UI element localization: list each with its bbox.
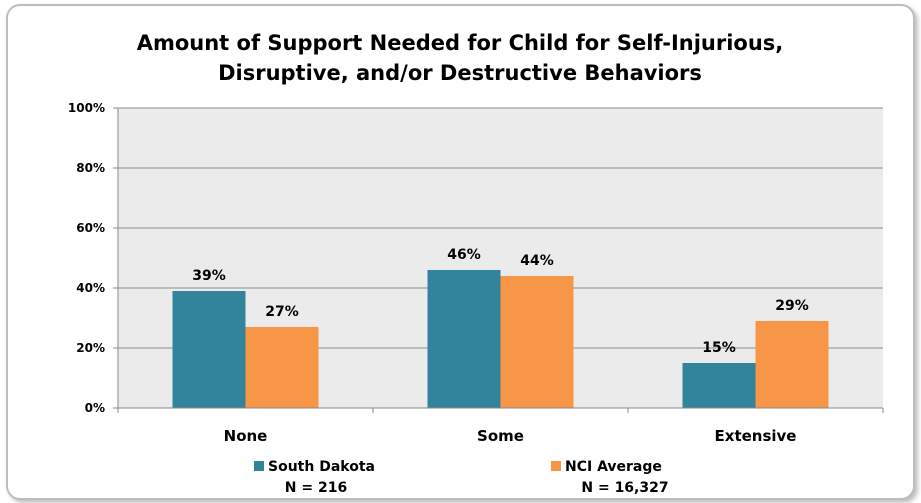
bar-extensive-south-dakota xyxy=(682,363,756,408)
y-tick-label-4: 80% xyxy=(76,161,105,175)
bars xyxy=(172,270,829,408)
bar-some-nci-average xyxy=(500,276,574,408)
y-tick-label-2: 40% xyxy=(76,281,105,295)
y-tick-label-0: 0% xyxy=(85,401,105,415)
data-labels: 39% 27% 46% 44% 15% 29% xyxy=(192,247,809,356)
data-label-none-south-dakota: 39% xyxy=(192,268,226,284)
legend-swatch-south-dakota xyxy=(254,461,264,471)
chart-title-line-2: Disruptive, and/or Destructive Behaviors xyxy=(218,61,702,85)
x-category-extensive: Extensive xyxy=(715,427,797,445)
legend-n-nci-average: N = 16,327 xyxy=(581,480,668,496)
chart-frame: Amount of Support Needed for Child for S… xyxy=(6,4,915,500)
x-category-none: None xyxy=(224,427,268,445)
x-category-some: Some xyxy=(477,427,524,445)
legend-n-south-dakota: N = 216 xyxy=(285,480,347,496)
data-label-extensive-nci-average: 29% xyxy=(775,298,809,314)
data-label-some-nci-average: 44% xyxy=(520,253,554,269)
y-tick-label-1: 20% xyxy=(76,341,105,355)
data-label-some-south-dakota: 46% xyxy=(447,247,481,263)
bar-extensive-nci-average xyxy=(755,321,829,408)
bar-chart: Amount of Support Needed for Child for S… xyxy=(68,31,884,496)
bar-none-nci-average xyxy=(245,327,319,408)
chart-title-line-1: Amount of Support Needed for Child for S… xyxy=(137,31,784,55)
x-axis-categories: None Some Extensive xyxy=(117,408,884,445)
legend-label-nci-average: NCI Average xyxy=(565,459,662,475)
legend-label-south-dakota: South Dakota xyxy=(268,459,375,475)
legend-swatch-nci-average xyxy=(551,461,561,471)
data-label-none-nci-average: 27% xyxy=(265,304,299,320)
y-tick-label-5: 100% xyxy=(68,101,105,115)
data-label-extensive-south-dakota: 15% xyxy=(702,340,736,356)
y-tick-label-3: 60% xyxy=(76,221,105,235)
bar-some-south-dakota xyxy=(427,270,501,408)
y-axis-ticks: 0% 20% 40% 60% 80% 100% xyxy=(68,101,118,415)
bar-none-south-dakota xyxy=(172,291,246,408)
legend: South Dakota N = 216 NCI Average N = 16,327 xyxy=(254,459,669,496)
